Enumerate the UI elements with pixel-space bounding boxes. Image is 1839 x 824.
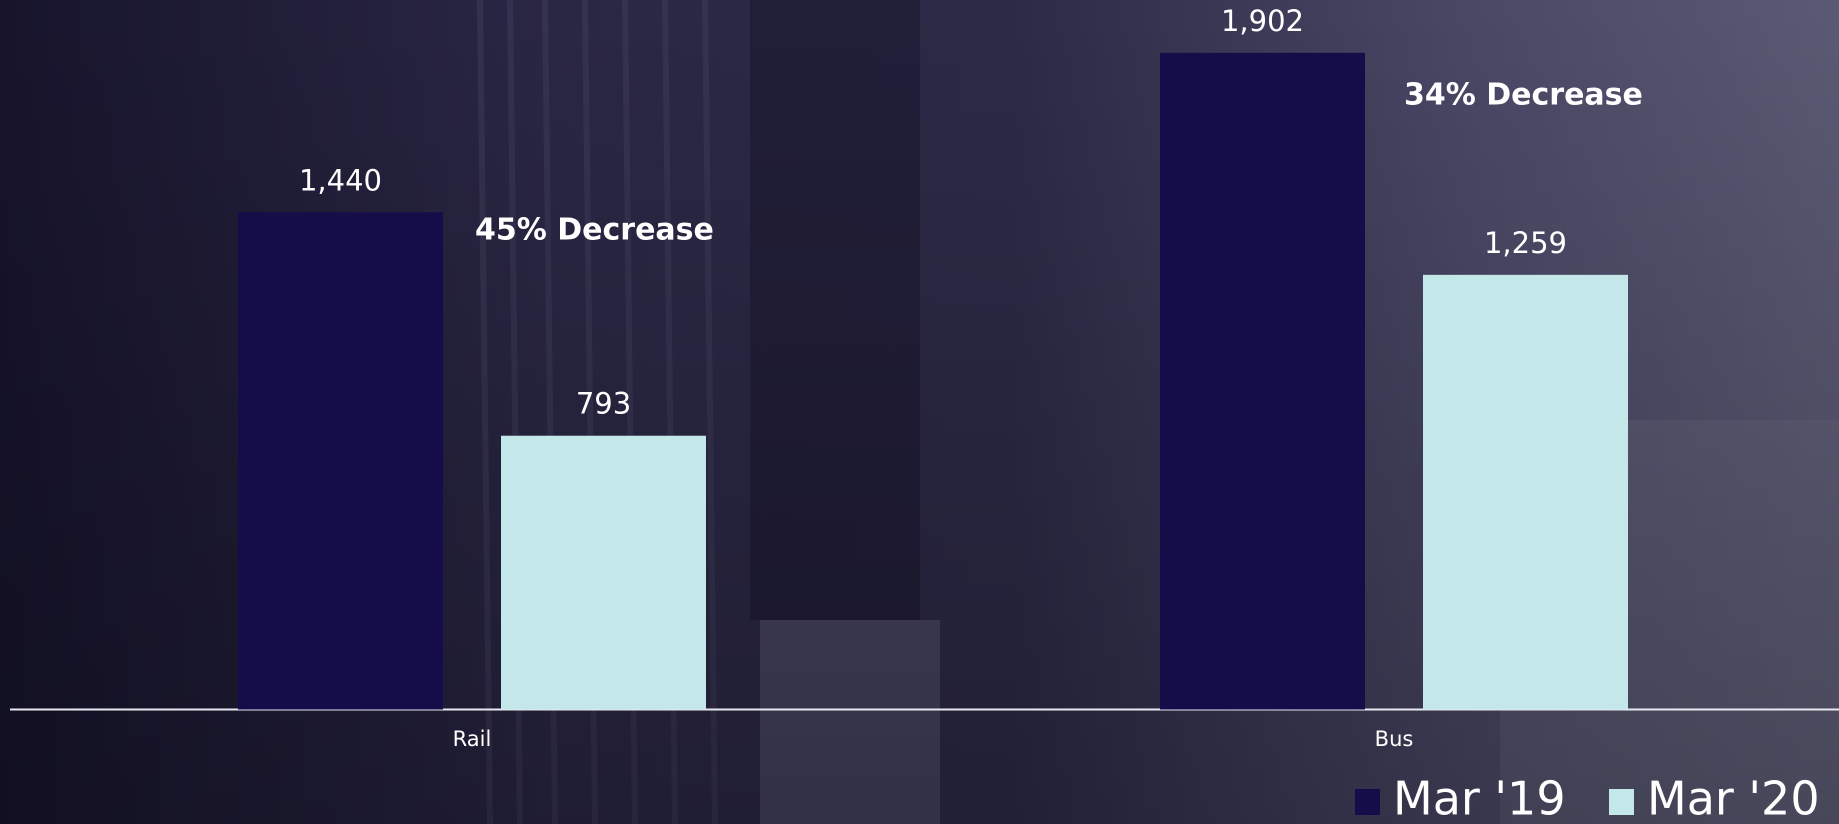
bar	[501, 435, 706, 710]
data-label: 1,902	[1221, 4, 1304, 38]
legend-swatch	[1609, 789, 1634, 815]
x-tick-label: Bus	[1375, 727, 1414, 751]
data-label: 1,259	[1484, 226, 1567, 260]
bar	[238, 212, 443, 710]
annotation: 34% Decrease	[1404, 78, 1643, 113]
bar	[1160, 52, 1365, 710]
bar	[1423, 274, 1628, 710]
legend-swatch	[1355, 789, 1380, 815]
legend-label: Mar '19	[1393, 772, 1566, 824]
annotation: 45% Decrease	[475, 213, 714, 248]
data-label: 793	[576, 387, 631, 421]
x-tick-label: Rail	[453, 727, 492, 751]
data-label: 1,440	[299, 163, 382, 197]
legend-label: Mar '20	[1647, 772, 1820, 824]
